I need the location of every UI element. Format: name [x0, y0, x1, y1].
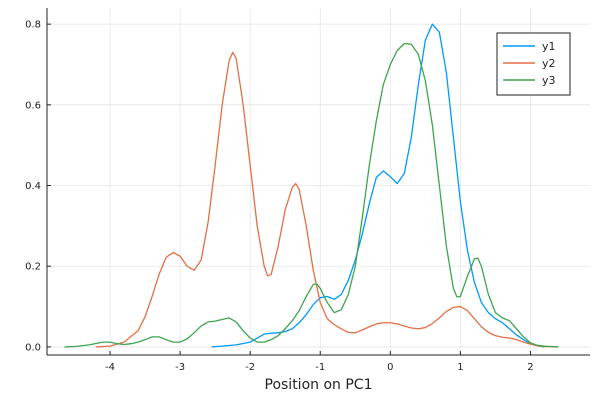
- x-tick-label: 0: [387, 362, 393, 373]
- legend-label-y3: y3: [542, 74, 556, 87]
- x-tick-label: -3: [175, 362, 185, 373]
- x-axis-title: Position on PC1: [265, 377, 373, 393]
- x-tick-label: 1: [457, 362, 463, 373]
- y-tick-label: 0.6: [25, 100, 41, 111]
- legend: y1 y2 y3: [496, 32, 571, 96]
- x-tick-label: -2: [245, 362, 255, 373]
- y-tick-label: 0.4: [25, 181, 41, 192]
- x-tick-label: -1: [315, 362, 325, 373]
- series-line-y2: [96, 51, 559, 348]
- legend-label-y2: y2: [542, 57, 556, 70]
- grid: [47, 8, 590, 355]
- y-tick-label: 0.0: [25, 342, 41, 353]
- series-line-y3: [64, 42, 559, 348]
- series-lines: [64, 23, 559, 348]
- axes: -4 -3 -2 -1 0 1 2 0.0 0.2 0.4 0.6 0.8: [25, 8, 590, 373]
- x-tick-label: 2: [527, 362, 533, 373]
- legend-box: [496, 32, 571, 96]
- x-tick-label: -4: [105, 362, 115, 373]
- y-tick-label: 0.8: [25, 20, 41, 31]
- legend-label-y1: y1: [542, 40, 556, 53]
- y-tick-label: 0.2: [25, 262, 41, 273]
